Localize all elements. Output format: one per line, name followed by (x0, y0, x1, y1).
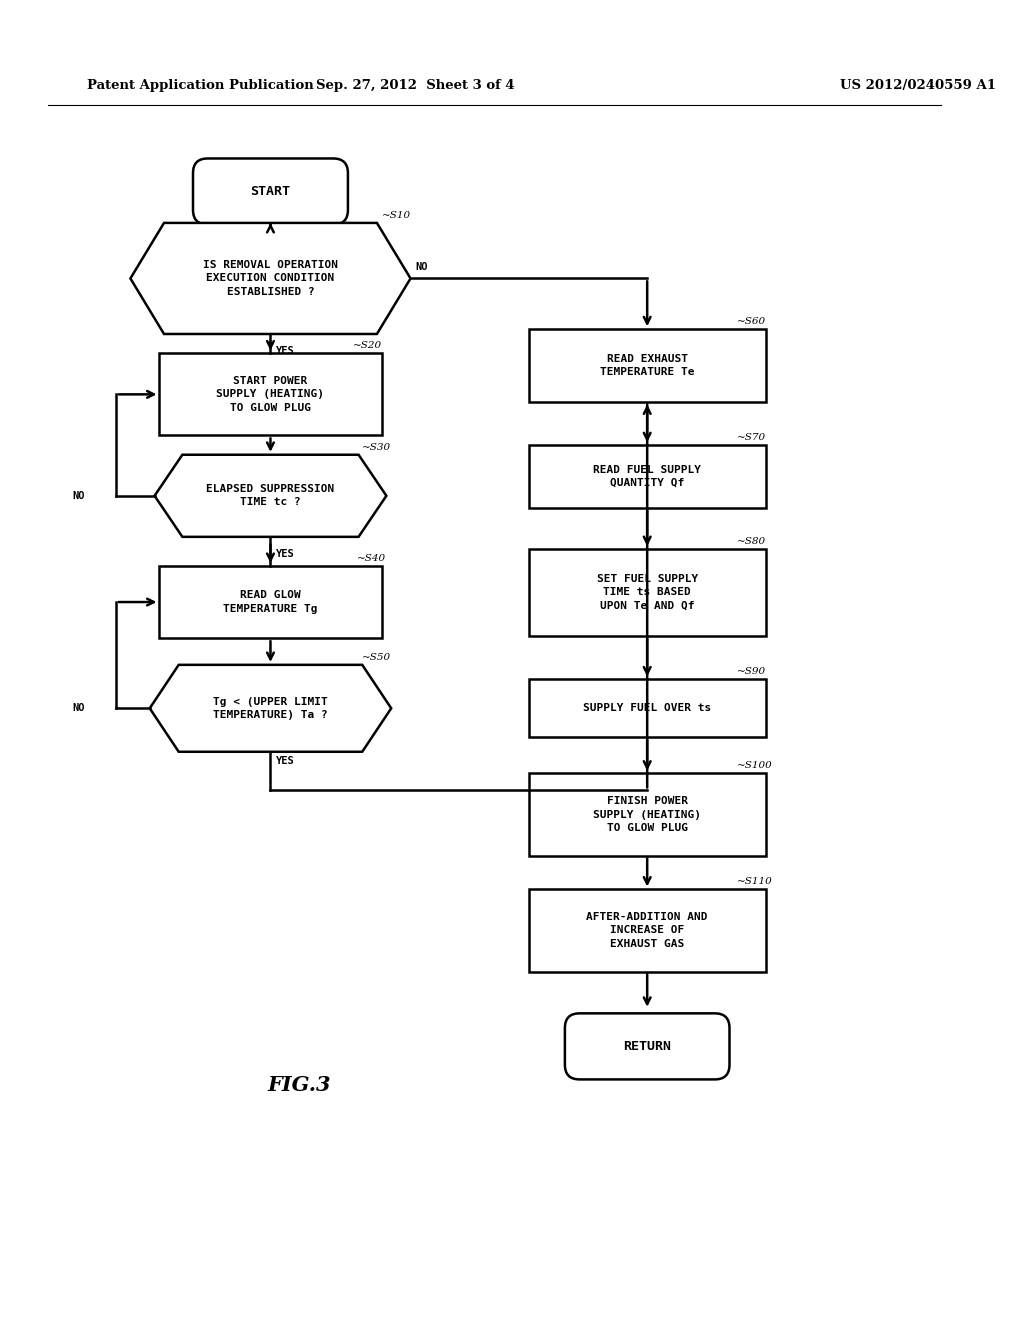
Text: Tg < (UPPER LIMIT
TEMPERATURE) Ta ?: Tg < (UPPER LIMIT TEMPERATURE) Ta ? (213, 697, 328, 719)
Text: ~S50: ~S50 (362, 652, 391, 661)
Text: AFTER-ADDITION AND
INCREASE OF
EXHAUST GAS: AFTER-ADDITION AND INCREASE OF EXHAUST G… (587, 912, 708, 949)
Text: Sep. 27, 2012  Sheet 3 of 4: Sep. 27, 2012 Sheet 3 of 4 (316, 79, 515, 92)
Text: Patent Application Publication: Patent Application Publication (87, 79, 313, 92)
Text: READ EXHAUST
TEMPERATURE Te: READ EXHAUST TEMPERATURE Te (600, 354, 694, 378)
Text: READ GLOW
TEMPERATURE Tg: READ GLOW TEMPERATURE Tg (223, 590, 317, 614)
FancyBboxPatch shape (528, 445, 766, 508)
Text: YES: YES (276, 756, 295, 767)
Polygon shape (155, 454, 386, 537)
Text: FINISH POWER
SUPPLY (HEATING)
TO GLOW PLUG: FINISH POWER SUPPLY (HEATING) TO GLOW PL… (593, 796, 701, 833)
Polygon shape (150, 665, 391, 752)
Text: ~S110: ~S110 (736, 878, 772, 886)
Text: ~S20: ~S20 (352, 341, 382, 350)
Text: ~S80: ~S80 (736, 537, 766, 545)
FancyBboxPatch shape (565, 1014, 729, 1080)
Text: SUPPLY FUEL OVER ts: SUPPLY FUEL OVER ts (583, 704, 712, 713)
Text: ~S60: ~S60 (736, 317, 766, 326)
Text: YES: YES (276, 549, 295, 560)
FancyBboxPatch shape (528, 774, 766, 855)
Text: START POWER
SUPPLY (HEATING)
TO GLOW PLUG: START POWER SUPPLY (HEATING) TO GLOW PLU… (216, 376, 325, 413)
Text: READ FUEL SUPPLY
QUANTITY Qf: READ FUEL SUPPLY QUANTITY Qf (593, 465, 701, 488)
Text: NO: NO (416, 261, 428, 272)
Text: ~S90: ~S90 (736, 667, 766, 676)
Polygon shape (130, 223, 411, 334)
Text: US 2012/0240559 A1: US 2012/0240559 A1 (841, 79, 996, 92)
Text: ELAPSED SUPPRESSION
TIME tc ?: ELAPSED SUPPRESSION TIME tc ? (207, 484, 335, 507)
Text: IS REMOVAL OPERATION
EXECUTION CONDITION
ESTABLISHED ?: IS REMOVAL OPERATION EXECUTION CONDITION… (203, 260, 338, 297)
Text: FIG.3: FIG.3 (267, 1074, 331, 1096)
FancyBboxPatch shape (160, 566, 382, 639)
Text: YES: YES (276, 346, 295, 356)
Text: START: START (251, 185, 291, 198)
FancyBboxPatch shape (528, 549, 766, 636)
Text: NO: NO (73, 704, 85, 713)
FancyBboxPatch shape (193, 158, 348, 224)
Text: SET FUEL SUPPLY
TIME ts BASED
UPON Te AND Qf: SET FUEL SUPPLY TIME ts BASED UPON Te AN… (597, 574, 697, 611)
FancyBboxPatch shape (528, 680, 766, 738)
FancyBboxPatch shape (160, 354, 382, 436)
Text: ~S10: ~S10 (382, 211, 411, 219)
Text: ~S30: ~S30 (362, 442, 391, 451)
Text: ~S100: ~S100 (736, 762, 772, 771)
Text: RETURN: RETURN (624, 1040, 671, 1053)
Text: ~S40: ~S40 (357, 553, 386, 562)
FancyBboxPatch shape (528, 329, 766, 401)
FancyBboxPatch shape (528, 890, 766, 972)
Text: NO: NO (73, 491, 85, 500)
Text: ~S70: ~S70 (736, 433, 766, 442)
